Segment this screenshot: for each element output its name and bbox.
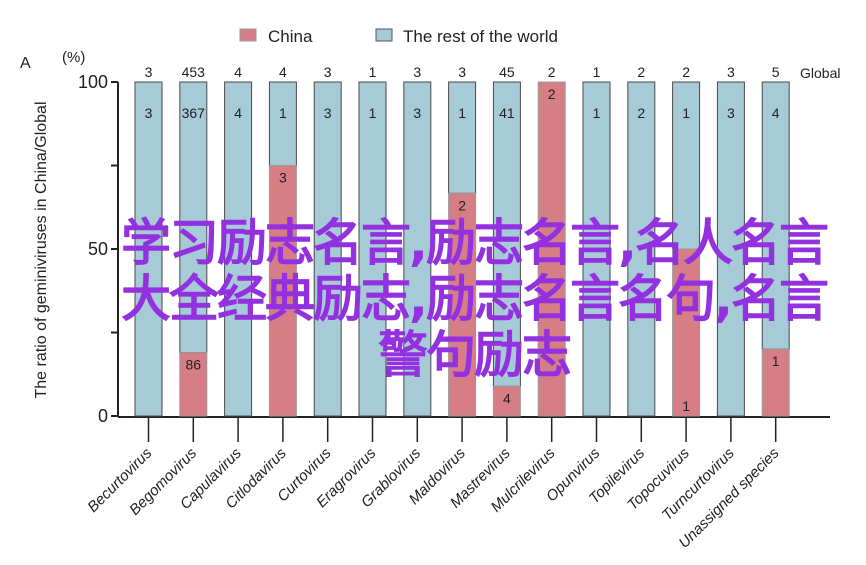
overlay-line: 学习励志名言,励志名言,名人名言 — [121, 214, 829, 272]
china-count-label: 1 — [772, 353, 780, 369]
global-count-label: 453 — [182, 64, 206, 80]
rest-count-label: 1 — [593, 105, 601, 121]
bar-rest-unassigned-species — [761, 81, 790, 350]
bar-rest-citlodavirus — [268, 81, 297, 166]
china-count-label: 2 — [548, 86, 556, 102]
rest-count-label: 4 — [772, 105, 780, 121]
china-count-label: 1 — [682, 398, 690, 414]
rest-count-label: 4 — [234, 105, 242, 121]
bar-rest-becurtovirus — [134, 81, 163, 417]
global-count-label: 3 — [145, 64, 153, 80]
rest-count-label: 2 — [637, 105, 645, 121]
legend-swatch-rest — [375, 28, 393, 42]
bar-rest-capulavirus — [224, 81, 253, 417]
legend: China The rest of the world — [239, 27, 558, 46]
rest-count-label: 1 — [682, 105, 690, 121]
bar-rest-maldovirus — [448, 81, 477, 194]
bar-rest-topilevirus — [627, 81, 656, 417]
bar-china-citlodavirus — [268, 165, 297, 417]
bar-rest-eragrovirus — [358, 81, 387, 417]
overlay-line: 警句励志 — [378, 326, 572, 384]
china-count-label: 4 — [503, 390, 511, 406]
china-count-label: 86 — [186, 357, 202, 373]
rest-count-label: 3 — [727, 105, 735, 121]
global-count-label: 2 — [682, 64, 690, 80]
bar-china-topocuvirus — [672, 248, 701, 417]
bar-china-unassigned-species — [761, 348, 790, 417]
legend-label-rest: The rest of the world — [403, 27, 558, 46]
global-count-label: 1 — [369, 64, 377, 80]
rest-count-label: 367 — [182, 105, 206, 121]
legend-label-china: China — [268, 27, 313, 46]
global-label: Global — [800, 65, 840, 81]
global-count-label: 3 — [727, 64, 735, 80]
y-tick-label: 100 — [78, 72, 108, 92]
global-count-label: 3 — [458, 64, 466, 80]
bar-rest-mastrevirus — [492, 81, 521, 387]
rest-count-label: 1 — [279, 105, 287, 121]
y-tick-label: 50 — [88, 239, 108, 259]
y-axis-label: The ratio of geminiviruses in China/Glob… — [33, 101, 50, 398]
bar-rest-topocuvirus — [672, 81, 701, 250]
rest-count-label: 41 — [499, 105, 515, 121]
bar-rest-turncurtovirus — [716, 81, 745, 417]
panel-label: A — [20, 55, 31, 72]
bar-rest-opunvirus — [582, 81, 611, 417]
bar-rest-begomovirus — [179, 81, 208, 354]
bar-rest-curtovirus — [313, 81, 342, 417]
y-unit: (%) — [62, 49, 85, 66]
global-count-label: 4 — [279, 64, 287, 80]
rest-count-label: 3 — [324, 105, 332, 121]
china-count-label: 2 — [458, 197, 466, 213]
bar-china-begomovirus — [179, 352, 208, 417]
rest-count-label: 3 — [413, 105, 421, 121]
rest-count-label: 3 — [145, 105, 153, 121]
global-count-label: 2 — [637, 64, 645, 80]
global-count-label: 3 — [324, 64, 332, 80]
bar-china-mulcrilevirus — [537, 81, 566, 417]
bar-china-mastrevirus — [492, 385, 521, 417]
global-count-label: 3 — [413, 64, 421, 80]
global-count-label: 2 — [548, 64, 556, 80]
bar-rest-grablovirus — [403, 81, 432, 417]
global-count-label: 4 — [234, 64, 242, 80]
watermark-overlay-text: 学习励志名言,励志名言,名人名言 大全经典励志,励志名言名句,名言 警句励志 — [112, 215, 836, 383]
china-count-label: 3 — [279, 170, 287, 186]
global-count-label: 5 — [772, 64, 780, 80]
overlay-line: 大全经典励志,励志名言名句,名言 — [121, 270, 829, 328]
y-tick-label: 0 — [98, 406, 108, 426]
rest-count-label: 1 — [369, 105, 377, 121]
bar-china-maldovirus — [448, 192, 477, 417]
global-count-label: 45 — [499, 64, 515, 80]
global-count-label: 1 — [593, 64, 601, 80]
rest-count-label: 1 — [458, 105, 466, 121]
legend-swatch-china — [239, 28, 257, 42]
